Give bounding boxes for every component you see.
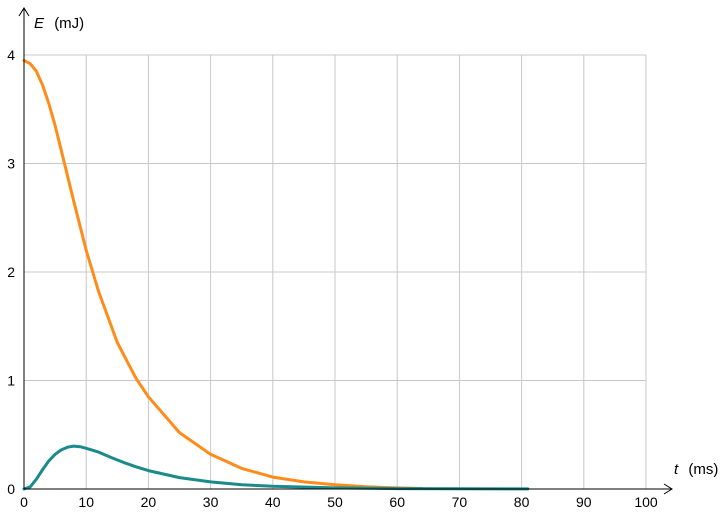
x-tick-label: 30 <box>203 494 219 510</box>
series-line-teal <box>22 444 530 491</box>
x-tick-label: 40 <box>265 494 281 510</box>
y-axis-label: E (mJ) <box>34 15 84 32</box>
x-tick-label: 20 <box>141 494 157 510</box>
y-tick-label: 4 <box>7 47 15 63</box>
y-tick-label: 0 <box>7 481 15 497</box>
x-axis-unit: (ms) <box>688 461 718 478</box>
x-tick-label: 80 <box>514 494 530 510</box>
x-tick-labels: 0 10 20 30 40 50 60 70 80 90 100 <box>20 494 658 510</box>
x-tick-label: 90 <box>576 494 592 510</box>
series-group <box>22 58 530 491</box>
x-tick-label: 50 <box>327 494 343 510</box>
x-tick-label: 70 <box>452 494 468 510</box>
series-line-orange <box>22 58 424 490</box>
x-tick-label: 10 <box>78 494 94 510</box>
y-tick-labels: 0 1 2 3 4 <box>7 47 15 497</box>
x-axis-arrow <box>663 483 673 495</box>
x-axis-variable: t <box>674 461 679 478</box>
y-axis-variable: E <box>34 15 45 32</box>
y-axis-unit: (mJ) <box>54 15 84 32</box>
y-tick-label: 1 <box>7 373 15 389</box>
x-axis-label: t (ms) <box>674 461 718 478</box>
axes <box>18 7 673 495</box>
y-tick-label: 3 <box>7 156 15 172</box>
x-tick-label: 100 <box>634 494 658 510</box>
x-tick-label: 0 <box>20 494 28 510</box>
y-axis-arrow <box>18 7 30 17</box>
x-tick-label: 60 <box>389 494 405 510</box>
y-tick-label: 2 <box>7 264 15 280</box>
grid <box>24 54 647 489</box>
